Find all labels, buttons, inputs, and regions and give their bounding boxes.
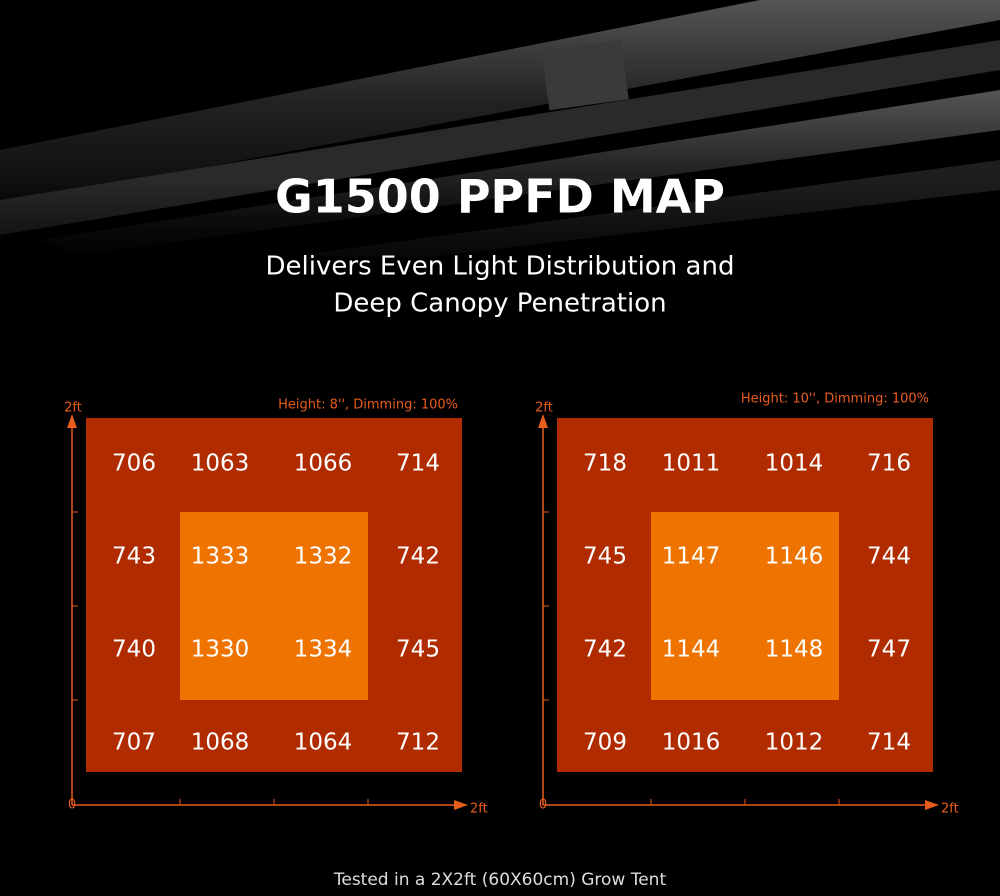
settings-label: Height: 8'', Dimming: 100% (278, 398, 458, 413)
ppfd-value: 744 (867, 544, 911, 570)
ppfd-value: 747 (867, 637, 911, 663)
ppfd-value: 745 (396, 637, 440, 663)
ppfd-value: 1334 (294, 637, 353, 663)
x-axis-label: 2ft (941, 802, 959, 817)
ppfd-value: 1063 (191, 451, 250, 477)
ppfd-value: 712 (396, 730, 440, 756)
subtitle: Deep Canopy Penetration (333, 289, 666, 319)
ppfd-value: 1148 (765, 637, 824, 663)
ppfd-value: 1147 (662, 544, 721, 570)
x-axis-label: 2ft (470, 802, 488, 817)
ppfd-value: 1068 (191, 730, 250, 756)
light-fixture (0, 0, 1000, 280)
ppfd-value: 1144 (662, 637, 721, 663)
ppfd-value: 1064 (294, 730, 353, 756)
ppfd-value: 1012 (765, 730, 824, 756)
ppfd-value: 1332 (294, 544, 353, 570)
y-arrow (67, 414, 77, 428)
settings-label: Height: 10'', Dimming: 100% (741, 392, 929, 407)
y-arrow (538, 414, 548, 428)
ppfd-value: 714 (396, 451, 440, 477)
y-axis-label: 2ft (64, 401, 82, 416)
ppfd-value: 1330 (191, 637, 250, 663)
ppfd-value: 709 (583, 730, 627, 756)
ppfd-value: 740 (112, 637, 156, 663)
ppfd-value: 745 (583, 544, 627, 570)
x-arrow (925, 800, 939, 810)
x-arrow (454, 800, 468, 810)
ppfd-value: 1146 (765, 544, 824, 570)
ppfd-value: 1011 (662, 451, 721, 477)
title: G1500 PPFD MAP (275, 170, 725, 224)
ppfd-value: 706 (112, 451, 156, 477)
ppfd-value: 742 (583, 637, 627, 663)
ppfd-value: 1016 (662, 730, 721, 756)
inner-zone (180, 512, 368, 700)
ppfd-value: 1014 (765, 451, 824, 477)
ppfd-value: 1333 (191, 544, 250, 570)
ppfd-value: 1066 (294, 451, 353, 477)
ppfd-value: 714 (867, 730, 911, 756)
origin-label: 0 (68, 798, 76, 813)
footer: Tested in a 2X2ft (60X60cm) Grow Tent (333, 870, 667, 890)
ppfd-value: 742 (396, 544, 440, 570)
subtitle: Delivers Even Light Distribution and (266, 252, 735, 282)
y-axis-label: 2ft (535, 401, 553, 416)
origin-label: 0 (539, 798, 547, 813)
inner-zone (651, 512, 839, 700)
ppfd-value: 743 (112, 544, 156, 570)
ppfd-value: 707 (112, 730, 156, 756)
ppfd-value: 716 (867, 451, 911, 477)
ppfd-value: 718 (583, 451, 627, 477)
